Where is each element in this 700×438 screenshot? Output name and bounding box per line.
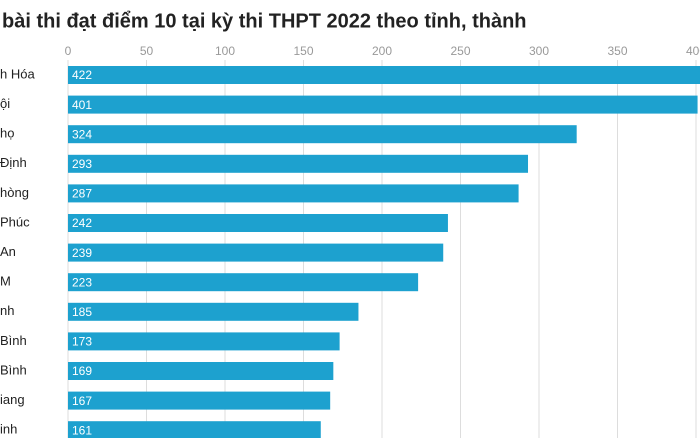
- category-label: nh: [0, 303, 14, 318]
- x-tick-label: 0: [65, 44, 72, 58]
- bar: [68, 421, 321, 438]
- value-label: 167: [72, 394, 92, 408]
- x-tick-label: 150: [293, 44, 313, 58]
- category-label: ội: [0, 96, 10, 111]
- value-label: 173: [72, 335, 92, 349]
- category-label: Bình: [0, 333, 27, 348]
- bar: [68, 332, 340, 351]
- bar: [68, 125, 577, 144]
- x-tick-label: 250: [450, 44, 470, 58]
- value-label: 223: [72, 275, 92, 289]
- bar: [68, 154, 529, 173]
- bar: [68, 184, 519, 203]
- category-label: Bình: [0, 362, 27, 377]
- x-tick-label: 400: [686, 44, 700, 58]
- value-label: 239: [72, 246, 92, 260]
- value-label: 287: [72, 187, 92, 201]
- value-label: 185: [72, 305, 92, 319]
- value-label: 293: [72, 157, 92, 171]
- value-label: 169: [72, 364, 92, 378]
- value-label: 401: [72, 98, 92, 112]
- category-label: An: [0, 244, 16, 259]
- x-tick-label: 100: [215, 44, 235, 58]
- x-tick-label: 50: [140, 44, 154, 58]
- category-label: Phúc: [0, 214, 30, 229]
- bar: [68, 362, 334, 380]
- bar: [68, 391, 331, 410]
- category-label: h Hóa: [0, 66, 35, 81]
- bar: [68, 214, 448, 232]
- bar: [68, 95, 698, 114]
- category-label: hòng: [0, 185, 29, 200]
- bar: [68, 243, 444, 262]
- bar: [68, 66, 700, 84]
- value-label: 242: [72, 216, 92, 230]
- bar: [68, 273, 419, 292]
- category-label: họ: [0, 126, 14, 141]
- x-tick-label: 350: [607, 44, 627, 58]
- x-tick-label: 200: [372, 44, 392, 58]
- value-label: 422: [72, 68, 92, 82]
- category-label: iang: [0, 392, 25, 407]
- x-tick-label: 300: [529, 44, 549, 58]
- category-label: M: [0, 274, 11, 289]
- category-label: Định: [0, 155, 27, 170]
- value-label: 161: [72, 423, 92, 437]
- category-label: inh: [0, 422, 17, 437]
- bar: [68, 302, 359, 321]
- value-label: 324: [72, 127, 92, 141]
- chart-title: bài thi đạt điểm 10 tại kỳ thi THPT 2022…: [2, 10, 527, 32]
